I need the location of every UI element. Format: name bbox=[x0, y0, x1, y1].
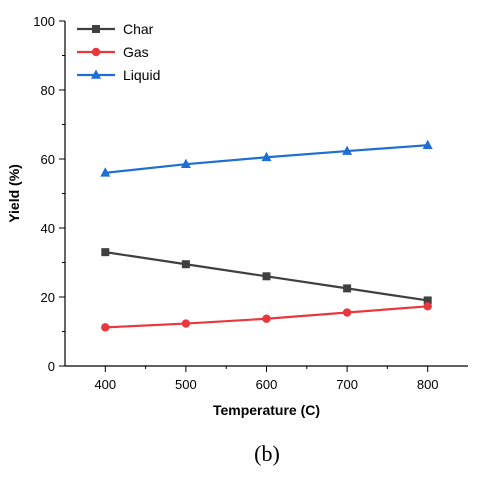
char-data-point bbox=[262, 272, 271, 281]
char-data-point bbox=[101, 248, 110, 257]
char-data-point bbox=[343, 284, 352, 293]
gas-data-point bbox=[342, 308, 352, 317]
liquid-data-point bbox=[261, 151, 272, 162]
y-tick-label: 60 bbox=[41, 152, 55, 167]
liquid-data-point bbox=[180, 158, 191, 168]
chart-ticks: 400 500 600 700 800 0 20 40 60 80 100 bbox=[33, 14, 438, 392]
chart-series bbox=[100, 139, 433, 332]
x-tick-label: 800 bbox=[417, 377, 439, 392]
y-tick-label: 80 bbox=[41, 83, 55, 98]
y-tick-label: 40 bbox=[41, 221, 55, 236]
liquid-legend-marker bbox=[91, 69, 101, 79]
figure-caption: (b) bbox=[254, 441, 280, 466]
liquid-data-point bbox=[342, 145, 353, 155]
gas-data-point bbox=[423, 302, 432, 311]
char-legend-marker bbox=[92, 25, 100, 33]
x-axis-title: Temperature (C) bbox=[213, 402, 320, 418]
liquid-legend-label: Liquid bbox=[123, 67, 160, 83]
y-axis-title: Yield (%) bbox=[6, 164, 22, 223]
gas-data-point bbox=[262, 314, 271, 323]
char-data-point bbox=[423, 296, 432, 305]
x-tick-label: 600 bbox=[256, 377, 278, 392]
liquid-data-point bbox=[422, 139, 433, 149]
y-tick-label: 0 bbox=[48, 359, 55, 374]
char-legend-label: Char bbox=[123, 21, 154, 37]
char-data-point bbox=[181, 260, 190, 269]
gas-data-point bbox=[101, 323, 110, 332]
gas-legend-label: Gas bbox=[123, 44, 149, 60]
gas-data-point bbox=[181, 319, 191, 328]
gas-legend-marker bbox=[91, 47, 101, 57]
y-tick-label: 100 bbox=[33, 14, 55, 29]
x-tick-label: 500 bbox=[175, 377, 197, 392]
y-tick-label: 20 bbox=[41, 290, 55, 305]
x-tick-label: 700 bbox=[336, 377, 358, 392]
liquid-data-point bbox=[100, 167, 111, 177]
x-tick-label: 400 bbox=[94, 377, 116, 392]
chart-legend: Char Gas Liquid bbox=[77, 21, 160, 83]
